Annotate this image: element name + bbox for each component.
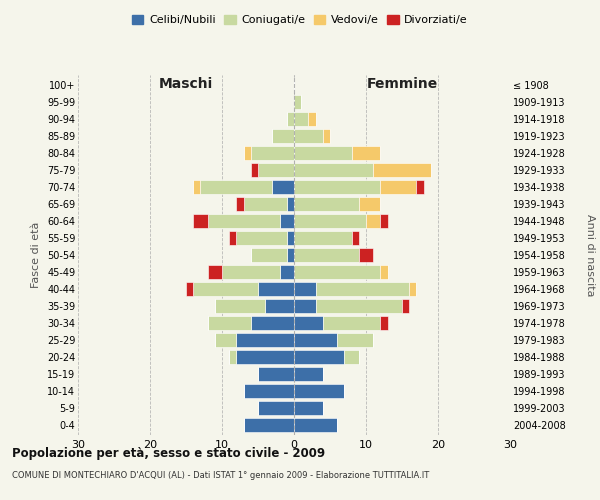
Bar [287,231,294,245]
Bar [193,214,208,228]
Bar [366,214,380,228]
Bar [323,129,330,144]
Bar [236,197,244,212]
Bar [280,214,294,228]
Bar [251,163,258,178]
Bar [294,129,323,144]
Bar [265,298,294,313]
Bar [208,265,222,279]
Bar [294,95,301,110]
Bar [272,129,294,144]
Bar [294,400,323,415]
Bar [208,316,251,330]
Bar [251,146,294,160]
Bar [294,316,323,330]
Bar [236,332,294,347]
Bar [229,231,236,245]
Bar [186,282,193,296]
Bar [294,248,359,262]
Bar [193,180,200,194]
Bar [258,366,294,381]
Bar [352,231,359,245]
Text: Femmine: Femmine [367,76,437,90]
Bar [236,350,294,364]
Bar [308,112,316,126]
Bar [337,332,373,347]
Text: COMUNE DI MONTECHIARO D'ACQUI (AL) - Dati ISTAT 1° gennaio 2009 - Elaborazione T: COMUNE DI MONTECHIARO D'ACQUI (AL) - Dat… [12,470,429,480]
Bar [316,282,409,296]
Bar [294,350,344,364]
Bar [294,197,359,212]
Bar [251,316,294,330]
Bar [244,197,287,212]
Bar [359,248,373,262]
Bar [244,418,294,432]
Text: Popolazione per età, sesso e stato civile - 2009: Popolazione per età, sesso e stato civil… [12,448,325,460]
Bar [222,265,280,279]
Legend: Celibi/Nubili, Coniugati/e, Vedovi/e, Divorziati/e: Celibi/Nubili, Coniugati/e, Vedovi/e, Di… [128,10,472,30]
Bar [294,366,323,381]
Bar [287,112,294,126]
Y-axis label: Fasce di età: Fasce di età [31,222,41,288]
Bar [287,248,294,262]
Bar [215,298,265,313]
Bar [402,298,409,313]
Bar [294,112,308,126]
Bar [215,332,236,347]
Bar [193,282,258,296]
Bar [380,316,388,330]
Bar [294,163,373,178]
Bar [287,197,294,212]
Bar [323,316,380,330]
Bar [294,282,316,296]
Bar [294,231,352,245]
Bar [380,265,388,279]
Bar [294,265,380,279]
Bar [409,282,416,296]
Bar [258,282,294,296]
Bar [294,298,316,313]
Bar [244,146,251,160]
Bar [359,197,380,212]
Bar [236,231,287,245]
Bar [380,180,416,194]
Bar [294,418,337,432]
Y-axis label: Anni di nascita: Anni di nascita [585,214,595,296]
Bar [294,384,344,398]
Bar [229,350,236,364]
Bar [258,163,294,178]
Bar [294,332,337,347]
Bar [200,180,272,194]
Bar [373,163,431,178]
Bar [258,400,294,415]
Text: Maschi: Maschi [159,76,213,90]
Bar [272,180,294,194]
Bar [244,384,294,398]
Bar [294,146,352,160]
Bar [380,214,388,228]
Bar [294,180,380,194]
Bar [316,298,402,313]
Bar [251,248,287,262]
Bar [280,265,294,279]
Bar [416,180,424,194]
Bar [344,350,359,364]
Bar [208,214,280,228]
Bar [352,146,380,160]
Bar [294,214,366,228]
